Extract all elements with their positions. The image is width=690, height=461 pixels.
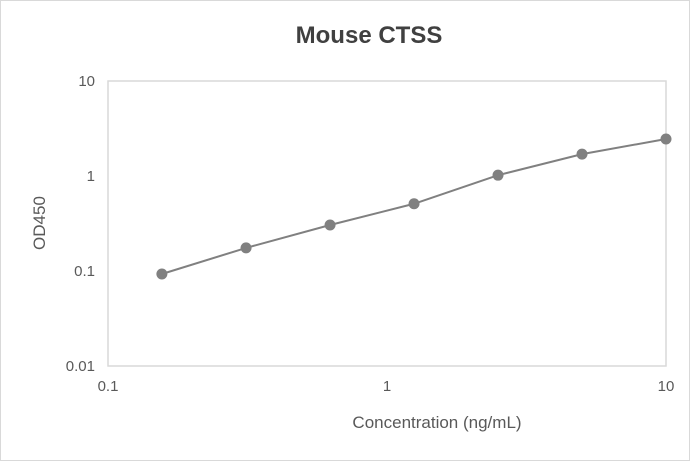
- y-axis-label: OD450: [30, 196, 49, 250]
- y-tick-label: 10: [78, 73, 95, 90]
- data-point: [408, 198, 420, 210]
- x-tick-label: 1: [383, 378, 391, 395]
- x-tick-label: 10: [658, 378, 675, 395]
- y-tick-label: 0.01: [66, 358, 95, 375]
- data-point: [660, 133, 672, 145]
- x-tick-label: 0.1: [98, 378, 119, 395]
- data-point: [492, 169, 504, 181]
- x-axis-label: Concentration (ng/mL): [352, 413, 521, 432]
- data-point: [240, 242, 252, 254]
- y-tick-label: 0.1: [74, 263, 95, 280]
- y-tick-label: 1: [87, 168, 95, 185]
- data-point: [324, 219, 336, 231]
- plot-area: [107, 80, 667, 367]
- data-point: [576, 148, 588, 160]
- chart-title: Mouse CTSS: [296, 22, 443, 49]
- data-point: [156, 268, 168, 280]
